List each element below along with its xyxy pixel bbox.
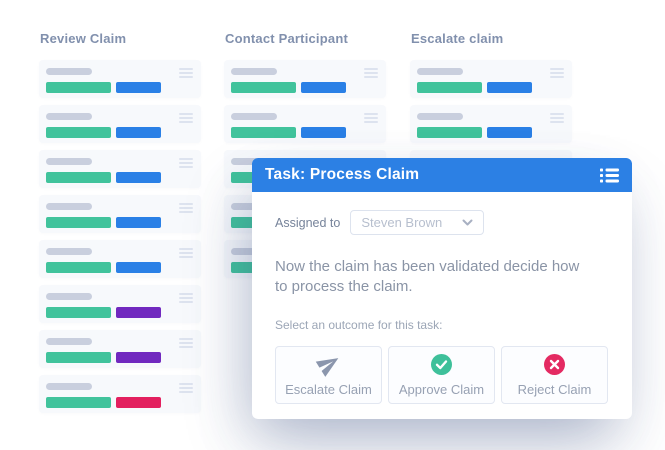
card-title-placeholder: [231, 68, 277, 75]
modal-header: Task: Process Claim: [252, 158, 632, 192]
card-bar-primary: [46, 127, 111, 138]
card-bar-primary: [417, 82, 482, 93]
drag-handle-icon[interactable]: [179, 248, 193, 260]
card-tag-bars: [231, 127, 346, 138]
drag-handle-icon[interactable]: [179, 293, 193, 305]
drag-handle-icon[interactable]: [550, 68, 564, 80]
kanban-card[interactable]: [410, 105, 572, 143]
card-bar-primary: [46, 82, 111, 93]
kanban-card[interactable]: [39, 150, 201, 188]
card-tag-bars: [46, 172, 161, 183]
card-title-placeholder: [417, 68, 463, 75]
assignee-select[interactable]: Steven Brown: [350, 210, 485, 235]
card-tag-bars: [417, 82, 532, 93]
escalate-claim-button[interactable]: Escalate Claim: [275, 346, 382, 404]
assignee-value: Steven Brown: [361, 215, 443, 230]
drag-handle-icon[interactable]: [364, 68, 378, 80]
assigned-to-label: Assigned to: [275, 215, 341, 230]
kanban-column: Review Claim: [39, 31, 201, 420]
card-title-placeholder: [46, 158, 92, 165]
card-bar-secondary: [116, 262, 161, 273]
drag-handle-icon[interactable]: [550, 113, 564, 125]
kanban-card[interactable]: [410, 60, 572, 98]
task-description: Now the claim has been validated decide …: [275, 258, 580, 295]
card-title-placeholder: [46, 248, 92, 255]
drag-handle-icon[interactable]: [179, 113, 193, 125]
kanban-card[interactable]: [39, 105, 201, 143]
list-icon[interactable]: [600, 168, 619, 183]
outcome-prompt: Select an outcome for this task:: [275, 318, 443, 332]
kanban-card[interactable]: [224, 105, 386, 143]
card-bar-secondary: [116, 397, 161, 408]
card-bar-secondary: [116, 172, 161, 183]
card-bar-secondary: [116, 352, 161, 363]
card-bar-secondary: [116, 217, 161, 228]
chevron-down-icon: [462, 219, 473, 226]
card-bar-primary: [231, 127, 296, 138]
drag-handle-icon[interactable]: [179, 68, 193, 80]
card-bar-primary: [417, 127, 482, 138]
kanban-card[interactable]: [39, 285, 201, 323]
x-circle-icon: [544, 353, 565, 375]
card-tag-bars: [417, 127, 532, 138]
drag-handle-icon[interactable]: [179, 158, 193, 170]
kanban-card[interactable]: [39, 375, 201, 413]
kanban-card[interactable]: [39, 195, 201, 233]
outcome-buttons: Escalate Claim Approve Claim: [275, 346, 610, 404]
drag-handle-icon[interactable]: [364, 113, 378, 125]
card-title-placeholder: [46, 68, 92, 75]
card-title-placeholder: [231, 113, 277, 120]
card-tag-bars: [46, 217, 161, 228]
modal-body: Assigned to Steven Brown Now the claim h…: [252, 192, 632, 404]
card-bar-primary: [46, 352, 111, 363]
drag-handle-icon[interactable]: [179, 338, 193, 350]
kanban-card[interactable]: [39, 330, 201, 368]
outcome-label: Approve Claim: [398, 381, 485, 397]
card-tag-bars: [46, 307, 161, 318]
card-tag-bars: [46, 262, 161, 273]
card-bar-secondary: [301, 127, 346, 138]
card-title-placeholder: [46, 113, 92, 120]
card-bar-primary: [46, 307, 111, 318]
card-title-placeholder: [46, 203, 92, 210]
card-tag-bars: [46, 82, 161, 93]
card-tag-bars: [46, 127, 161, 138]
card-bar-secondary: [301, 82, 346, 93]
approve-claim-button[interactable]: Approve Claim: [388, 346, 495, 404]
column-title: Contact Participant: [225, 31, 348, 46]
card-title-placeholder: [46, 338, 92, 345]
card-bar-primary: [46, 172, 111, 183]
kanban-card[interactable]: [39, 240, 201, 278]
column-title: Review Claim: [40, 31, 127, 46]
outcome-label: Reject Claim: [517, 381, 592, 397]
card-bar-secondary: [116, 307, 161, 318]
card-bar-primary: [46, 262, 111, 273]
card-title-placeholder: [417, 113, 463, 120]
card-list: [39, 60, 201, 413]
outcome-label: Escalate Claim: [285, 381, 372, 397]
card-title-placeholder: [46, 293, 92, 300]
kanban-card[interactable]: [224, 60, 386, 98]
card-bar-primary: [46, 217, 111, 228]
check-circle-icon: [431, 353, 452, 375]
task-modal: Task: Process Claim Assigned to Steven B…: [252, 158, 632, 419]
card-bar-primary: [46, 397, 111, 408]
drag-handle-icon[interactable]: [179, 203, 193, 215]
card-tag-bars: [231, 82, 346, 93]
card-bar-secondary: [487, 82, 532, 93]
card-bar-secondary: [487, 127, 532, 138]
card-bar-primary: [231, 82, 296, 93]
card-tag-bars: [46, 352, 161, 363]
card-title-placeholder: [46, 383, 92, 390]
assign-row: Assigned to Steven Brown: [275, 210, 610, 235]
kanban-card[interactable]: [39, 60, 201, 98]
card-bar-secondary: [116, 127, 161, 138]
drag-handle-icon[interactable]: [179, 383, 193, 395]
modal-title: Task: Process Claim: [265, 166, 420, 183]
reject-claim-button[interactable]: Reject Claim: [501, 346, 608, 404]
column-title: Escalate claim: [411, 31, 504, 46]
paper-plane-icon: [315, 354, 341, 377]
card-bar-secondary: [116, 82, 161, 93]
card-tag-bars: [46, 397, 161, 408]
